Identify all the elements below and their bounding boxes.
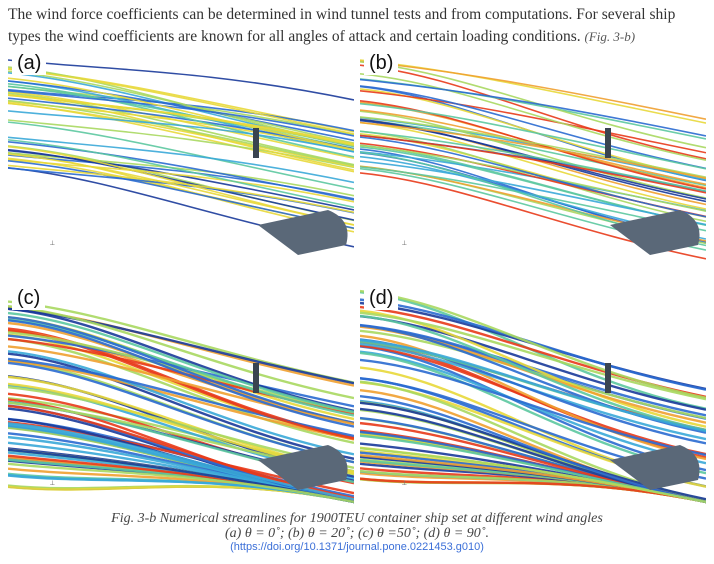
paragraph-text: The wind force coefficients can be deter… <box>8 6 676 45</box>
streamline <box>360 334 706 461</box>
streamline <box>360 446 706 504</box>
streamline <box>360 289 706 400</box>
ship-mast <box>605 363 611 393</box>
panel-label: (d) <box>364 287 399 310</box>
figure-caption-line2: (a) θ = 0˚; (b) θ = 20˚; (c) θ =50˚; (d)… <box>225 526 489 541</box>
axis-triad-icon: ⟂ <box>402 239 407 247</box>
streamline <box>8 311 354 414</box>
streamline <box>8 158 354 203</box>
streamline <box>8 307 354 412</box>
panel-d-image: ⟂ (d) <box>360 285 706 505</box>
panel-b-image: ⟂ (b) <box>360 50 706 265</box>
streamline <box>8 305 354 400</box>
streamline <box>8 153 354 226</box>
streamline <box>8 319 354 428</box>
panel-c-image: ⟂ (c) <box>8 285 354 505</box>
axis-triad-icon: ⟂ <box>50 479 55 487</box>
streamline <box>360 60 706 121</box>
streamline <box>8 337 354 444</box>
streamline <box>8 99 354 167</box>
ship-mast <box>253 128 259 158</box>
panel-label: (c) <box>12 287 46 310</box>
streamline <box>360 130 706 192</box>
streamline <box>360 102 706 170</box>
streamline <box>360 160 706 226</box>
streamline <box>8 315 354 425</box>
ship-hull <box>258 445 348 490</box>
streamline <box>8 59 354 101</box>
streamline <box>360 85 706 170</box>
streamline <box>8 121 354 190</box>
streamline <box>360 110 706 199</box>
streamline <box>360 290 706 410</box>
ship-hull <box>610 210 700 255</box>
streamline <box>360 90 706 154</box>
streamline <box>8 139 354 209</box>
streamline <box>360 344 706 456</box>
streamline <box>360 477 706 504</box>
streamline <box>8 68 354 135</box>
ship-hull <box>258 210 348 255</box>
streamline <box>8 94 354 146</box>
streamline <box>360 338 706 433</box>
panel-label: (a) <box>12 52 47 75</box>
streamline <box>360 121 706 210</box>
streamline <box>360 78 706 137</box>
streamline <box>8 141 354 201</box>
intro-paragraph: The wind force coefficients can be deter… <box>8 4 708 48</box>
ship-mast <box>253 363 259 393</box>
streamline <box>8 350 354 456</box>
streamline <box>360 121 706 180</box>
streamline <box>360 119 706 200</box>
streamline <box>8 70 354 144</box>
panel-label: (b) <box>364 52 399 75</box>
axis-triad-icon: ⟂ <box>50 239 55 247</box>
streamline <box>8 77 354 151</box>
streamline <box>360 311 706 401</box>
streamline <box>8 102 354 168</box>
streamline <box>8 80 354 142</box>
streamline <box>8 110 354 153</box>
streamline <box>8 359 354 441</box>
panel-a-image: ⟂ (a) <box>8 50 354 265</box>
streamline <box>360 61 706 149</box>
streamline <box>360 136 706 218</box>
streamline <box>8 307 354 385</box>
streamline <box>8 90 354 159</box>
streamline <box>8 352 354 460</box>
axis-triad-icon: ⟂ <box>402 479 407 487</box>
ship-mast <box>605 128 611 158</box>
streamline <box>8 148 354 221</box>
streamline <box>360 314 706 432</box>
doi-link[interactable]: (https://doi.org/10.1371/journal.pone.02… <box>230 541 484 553</box>
streamline <box>360 59 706 124</box>
streamline <box>8 119 354 169</box>
ship-hull <box>610 445 700 490</box>
streamline <box>360 73 706 162</box>
figure-caption-line1: Fig. 3-b Numerical streamlines for 1900T… <box>111 511 603 526</box>
streamline <box>8 361 354 464</box>
streamline <box>8 136 354 184</box>
figure-reference: (Fig. 3-b) <box>584 29 636 44</box>
streamline <box>8 462 354 504</box>
streamline <box>360 134 706 194</box>
streamline <box>360 358 706 457</box>
streamline <box>360 100 706 190</box>
streamline <box>360 144 706 212</box>
streamline <box>360 64 706 160</box>
streamline <box>360 116 706 179</box>
